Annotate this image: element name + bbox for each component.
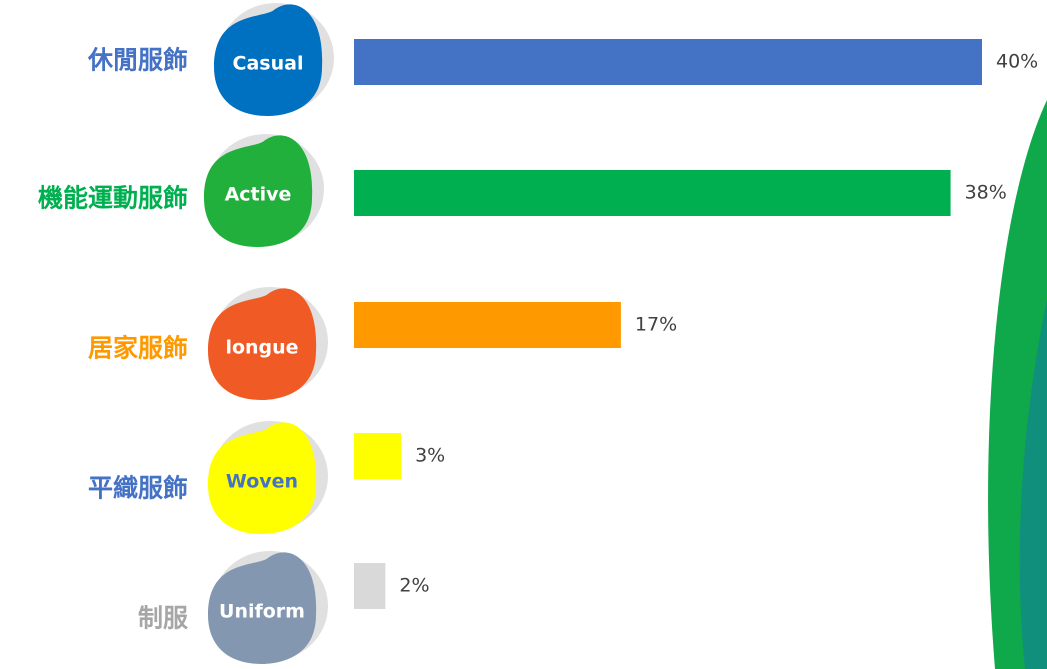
value-label: 17% bbox=[635, 314, 677, 336]
bar bbox=[354, 302, 621, 348]
bar bbox=[354, 39, 982, 85]
leaf-decoration bbox=[988, 100, 1047, 669]
badge-label: Casual bbox=[233, 53, 304, 75]
badge-blob bbox=[208, 422, 317, 534]
value-label: 3% bbox=[415, 445, 445, 467]
bar bbox=[354, 433, 402, 479]
badge-label: Woven bbox=[226, 471, 298, 493]
category-label: 居家服飾 bbox=[88, 334, 188, 363]
category-label: 平織服飾 bbox=[88, 474, 188, 503]
category-label: 制服 bbox=[138, 604, 189, 633]
category-label: 機能運動服飾 bbox=[38, 184, 188, 213]
badge-label: longue bbox=[225, 337, 298, 359]
badge-blob bbox=[208, 288, 317, 400]
badge-label: Uniform bbox=[219, 601, 305, 623]
badge-blob bbox=[204, 135, 313, 247]
value-label: 2% bbox=[399, 575, 429, 597]
bar bbox=[354, 563, 386, 609]
leaf-shade bbox=[1019, 300, 1047, 669]
badge-blob bbox=[208, 552, 317, 664]
bar bbox=[354, 170, 951, 216]
badge-label: Active bbox=[225, 184, 292, 206]
badge-blob bbox=[214, 4, 323, 116]
category-label: 休閒服飾 bbox=[87, 46, 188, 75]
value-label: 40% bbox=[996, 51, 1038, 73]
value-label: 38% bbox=[965, 182, 1007, 204]
